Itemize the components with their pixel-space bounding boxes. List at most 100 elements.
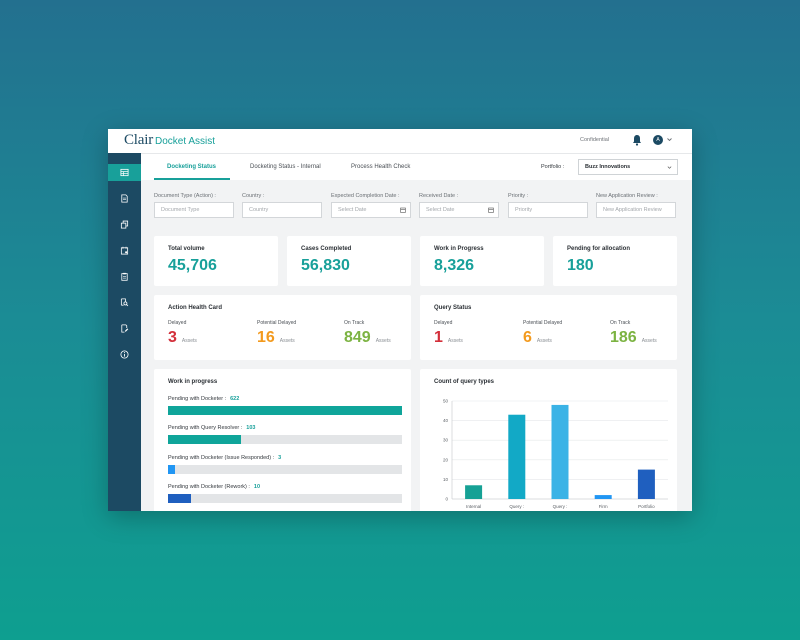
stat-delayed[interactable]: Delayed 1 Assets [434,320,463,346]
new-application-review-input[interactable]: New Application Review [596,202,676,218]
stat-delayed[interactable]: Delayed 3 Assets [168,320,197,346]
document-edit-icon [121,324,129,333]
stat-unit: Assets [641,338,657,344]
bar[interactable] [594,495,612,499]
bar[interactable] [551,404,569,499]
y-tick-label: 50 [443,399,449,404]
wip-label-row: Pending with Docketer :622 [168,396,402,402]
wip-item-pending-docketer[interactable]: Pending with Docketer :622 [168,396,402,415]
filter-bar: Document Type (Action) : Document Type C… [154,193,678,223]
sidebar-item-clipboard[interactable] [108,268,141,285]
portfolio-label: Portfolio : [541,164,565,170]
tab-docketing-status-internal[interactable]: Docketing Status - Internal [250,164,321,170]
kpi-label: Work in Progress [434,246,484,252]
stat-on-track[interactable]: On Track 849 Assets [344,320,391,346]
y-tick-label: 30 [443,438,449,443]
clipboard-icon [121,272,128,281]
bar[interactable] [465,485,483,499]
tab-process-health-check[interactable]: Process Health Check [351,164,411,170]
stat-on-track[interactable]: On Track 186 Assets [610,320,657,346]
kpi-value: 8,326 [434,257,475,274]
app-logo[interactable]: Clair Docket Assist [124,132,215,149]
info-icon [120,350,129,359]
kpi-label: Pending for allocation [567,246,631,252]
document-icon [121,194,128,203]
tab-bar: Docketing Status Docketing Status - Inte… [141,153,692,180]
wip-label: Pending with Docketer : [168,396,227,402]
stat-value: 849 [344,329,371,346]
kpi-label: Total volume [168,246,205,252]
query-status-card: Query Status Delayed 1 Assets Potential … [420,295,677,360]
y-tick-label: 20 [443,457,449,462]
stat-value: 16 [257,329,275,346]
bar[interactable] [508,414,526,499]
stat-label: On Track [344,320,365,326]
query-types-chart-card: Count of query types 0 10 20 30 40 50 Internal… [420,369,677,511]
sidebar-item-copies[interactable] [108,216,141,233]
wip-count: 10 [253,484,261,490]
portfolio-select[interactable]: Buzz Innovations [578,159,678,175]
wip-item-pending-docketer-issue-responded[interactable]: Pending with Docketer (Issue Responded) … [168,455,402,474]
tab-docketing-status[interactable]: Docketing Status [167,164,217,170]
kpi-card-pending-for-allocation[interactable]: Pending for allocation 180 [553,236,677,286]
bar[interactable] [637,469,655,499]
calendar-icon[interactable] [400,207,406,213]
sidebar-item-info[interactable] [108,346,141,363]
chevron-down-icon[interactable] [666,136,673,143]
document-type-input[interactable]: Document Type [154,202,234,218]
kpi-card-total-volume[interactable]: Total volume 45,706 [154,236,278,286]
stat-unit: Assets [375,338,391,344]
notification-bell-icon[interactable] [632,134,642,146]
progress-fill [168,406,402,415]
stat-unit: Assets [181,338,197,344]
kpi-label: Cases Completed [301,246,352,252]
wip-item-pending-docketer-rework[interactable]: Pending with Docketer (Rework) :10 [168,484,402,503]
kpi-value: 56,830 [301,257,350,274]
date-placeholder: Select Date [426,207,455,213]
dashboard-icon [120,168,129,177]
wip-item-pending-query-resolver[interactable]: Pending with Query Resolver :103 [168,425,402,444]
stat-potential-delayed[interactable]: Potential Delayed 6 Assets [523,320,562,346]
filter-expected-completion-date: Expected Completion Date : Select Date [331,193,411,218]
y-tick-label: 10 [443,477,449,482]
filter-received-date: Received Date : Select Date [419,193,499,218]
progress-track [168,494,402,503]
sidebar-item-edit-documents[interactable] [108,320,141,337]
wip-label-row: Pending with Docketer (Rework) :10 [168,484,402,490]
wip-count: 103 [246,425,256,431]
stat-label: Potential Delayed [257,320,297,326]
logo-main-text: Clair [124,132,153,148]
stat-label: Delayed [434,320,453,326]
filter-label: Document Type (Action) : [154,193,216,199]
wip-count: 622 [230,396,240,402]
kpi-card-cases-completed[interactable]: Cases Completed 56,830 [287,236,411,286]
document-search-icon [120,298,129,307]
calendar-icon[interactable] [488,207,494,213]
app-window: Clair Docket Assist Confidential A [108,129,692,511]
kpi-card-work-in-progress[interactable]: Work in Progress 8,326 [420,236,544,286]
filter-label: Priority : [508,193,529,199]
country-input[interactable]: Country [242,202,322,218]
y-tick-label: 40 [443,418,449,423]
filter-label: Expected Completion Date : [331,193,400,199]
portfolio-selected-value: Buzz Innovations [585,164,631,170]
sidebar-item-search-documents[interactable] [108,294,141,311]
progress-track [168,465,402,474]
priority-input[interactable]: Priority [508,202,588,218]
stat-value: 6 [523,329,532,346]
stat-value: 186 [610,329,637,346]
sidebar [108,153,141,511]
expected-completion-date-input[interactable]: Select Date [331,202,411,218]
sidebar-item-dashboard[interactable] [108,164,141,181]
wip-label: Pending with Docketer (Rework) : [168,484,250,490]
logo-sub-text: Docket Assist [155,136,216,147]
filter-new-application-review: New Application Review : New Application… [596,193,676,218]
kpi-value: 45,706 [168,257,217,274]
calendar-star-icon [120,246,129,255]
user-avatar[interactable]: A [653,135,663,145]
received-date-input[interactable]: Select Date [419,202,499,218]
stat-value: 3 [168,329,177,346]
sidebar-item-calendar[interactable] [108,242,141,259]
sidebar-item-documents[interactable] [108,190,141,207]
stat-potential-delayed[interactable]: Potential Delayed 16 Assets [257,320,297,346]
